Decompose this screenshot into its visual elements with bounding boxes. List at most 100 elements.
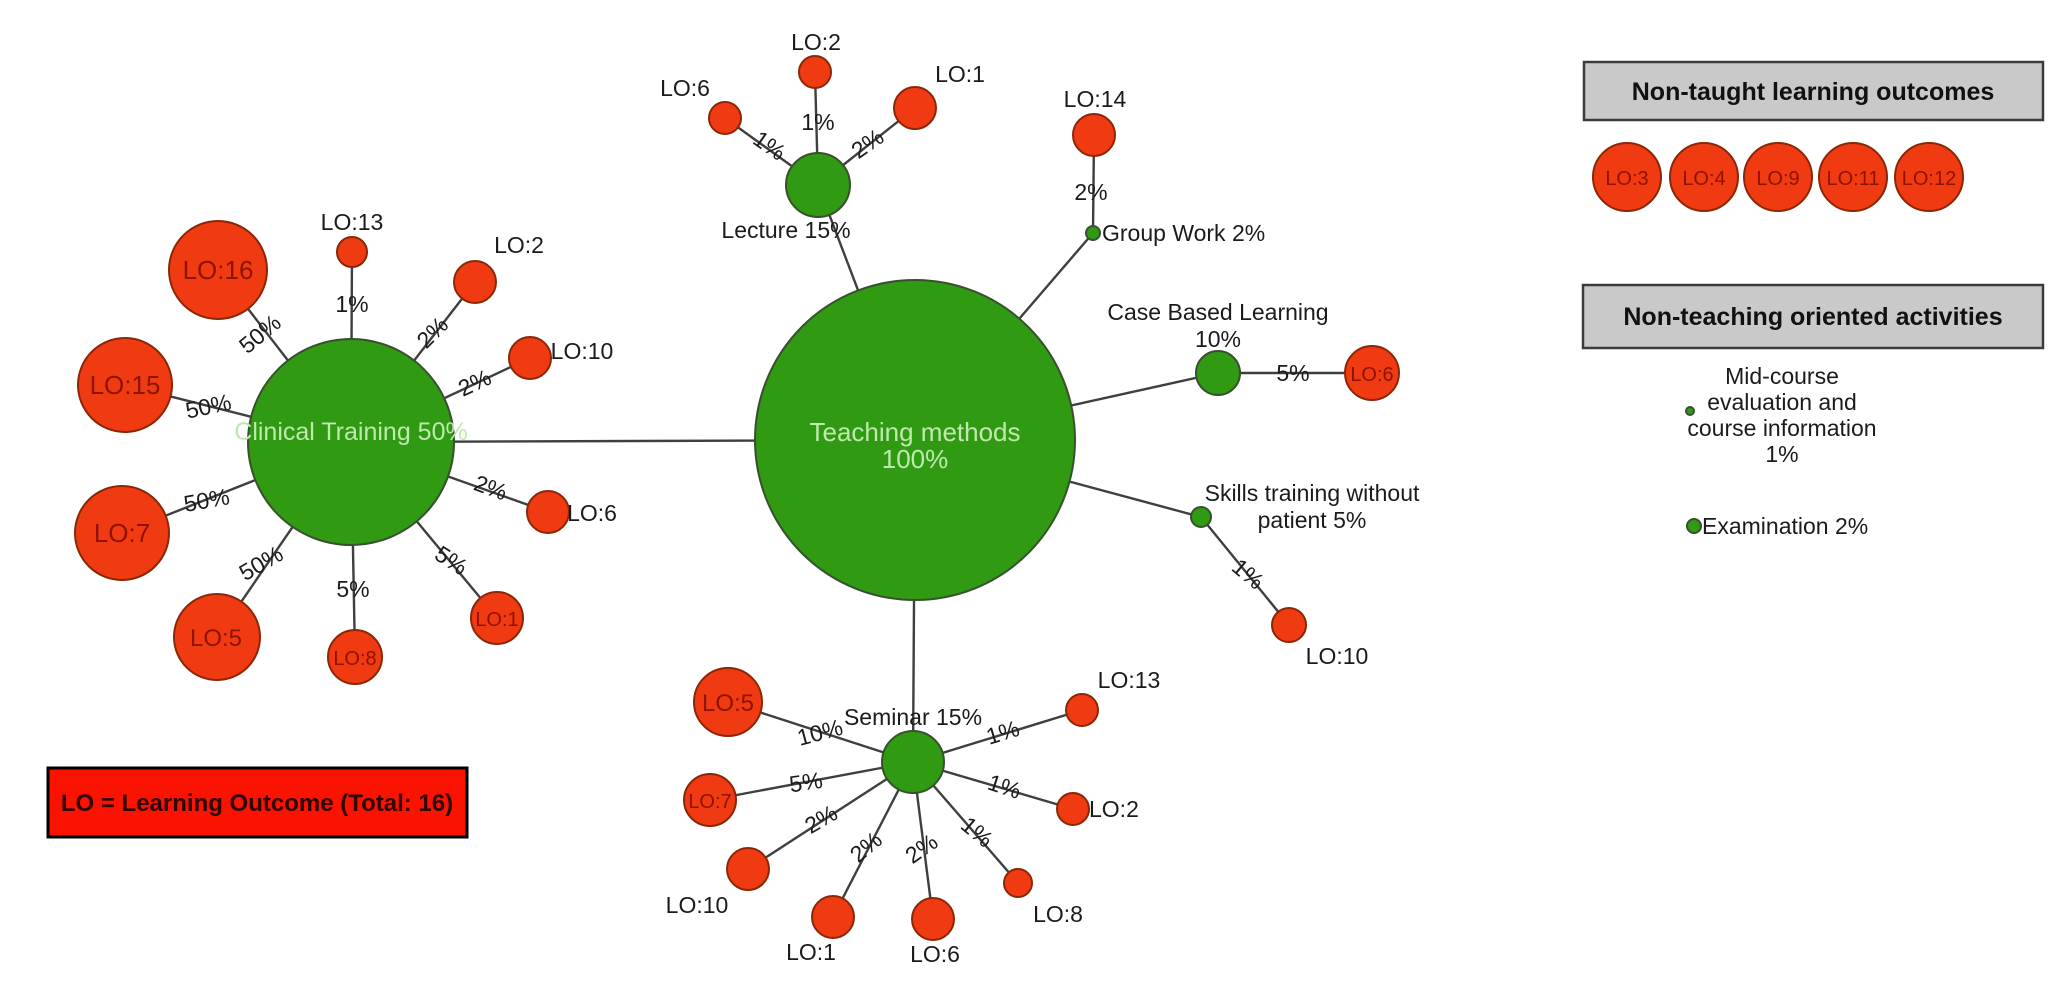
- clinical-lo6-label: LO:6: [567, 500, 617, 526]
- connector-seminar-lo10: [747, 760, 914, 871]
- seminar-lo5-label: LO:5: [702, 690, 754, 717]
- legend-box: [46, 766, 469, 839]
- lecture-lo6-circle: [708, 101, 742, 135]
- clinical-lo13-label: LO:13: [321, 209, 384, 235]
- lecture-lo2-label: LO:2: [791, 29, 841, 55]
- clinical-lo13-circle: [336, 236, 368, 268]
- seminar-lo2-label: LO:2: [1089, 796, 1139, 822]
- clinical-lo10-circle: [508, 336, 552, 380]
- seminar-label: Seminar 15%: [844, 704, 982, 730]
- pct-clinical-lo16: 50%: [234, 309, 286, 359]
- pct-clinical-lo6: 2%: [471, 470, 511, 506]
- pct-clinical-lo15: 50%: [183, 389, 233, 424]
- nontaught-lo3-circle: [1592, 142, 1662, 212]
- seminar-lo8-label: LO:8: [1033, 901, 1083, 927]
- non-taught-header-box: [1582, 60, 2045, 122]
- pct-seminar-lo13: 1%: [983, 715, 1022, 750]
- case-based-circle: [1195, 350, 1241, 396]
- pct-casebased-lo6: 5%: [1276, 360, 1309, 386]
- non-taught-title: Non-taught learning outcomes: [1632, 78, 1995, 106]
- clinical-lo15-circle: [77, 337, 173, 433]
- node-labels: Teaching methods 100% Clinical Training …: [90, 29, 1420, 967]
- clinical-training-circle: [247, 338, 455, 546]
- seminar-lo2-circle: [1056, 792, 1090, 826]
- pct-lecture-lo2: 1%: [801, 109, 834, 135]
- lecture-lo1-circle: [893, 86, 937, 130]
- nontaught-lo11-circle: [1818, 142, 1888, 212]
- case-based-label-line2: 10%: [1195, 326, 1241, 352]
- non-teaching-title: Non-teaching oriented activities: [1623, 303, 2002, 331]
- midcourse-label-line3: course information: [1687, 415, 1876, 441]
- clinical-lo16-label: LO:16: [183, 255, 254, 285]
- nontaught-lo9-circle: [1743, 142, 1813, 212]
- pct-clinical-lo7: 50%: [182, 483, 232, 517]
- midcourse-dot: [1685, 406, 1695, 416]
- seminar-lo6-label: LO:6: [910, 941, 960, 967]
- seminar-lo1-circle: [811, 895, 855, 939]
- teaching-methods-label-line1: Teaching methods: [809, 417, 1020, 447]
- seminar-lo5-circle: [693, 667, 763, 737]
- seminar-lo10-label: LO:10: [666, 892, 729, 918]
- clinical-lo7-circle: [74, 485, 170, 581]
- pct-seminar-lo5: 10%: [794, 714, 845, 751]
- clinical-lo1-label: LO:1: [475, 609, 518, 631]
- clinical-lo2-label: LO:2: [494, 232, 544, 258]
- case-based-label-line1: Case Based Learning: [1107, 299, 1328, 325]
- legend-label: LO = Learning Outcome (Total: 16): [61, 790, 453, 817]
- nontaught-lo3-label: LO:3: [1605, 168, 1648, 190]
- lecture-lo2-circle: [798, 55, 832, 89]
- non-teaching-panel: Non-teaching oriented activities Mid-cou…: [1581, 283, 2045, 539]
- legend: LO = Learning Outcome (Total: 16): [46, 766, 469, 839]
- lecture-label: Lecture 15%: [721, 217, 850, 243]
- nontaught-lo12-label: LO:12: [1902, 168, 1956, 190]
- lecture-lo6-label: LO:6: [660, 75, 710, 101]
- seminar-lo13-circle: [1065, 693, 1099, 727]
- clinical-lo7-label: LO:7: [94, 518, 150, 548]
- seminar-lo10-circle: [726, 847, 770, 891]
- nontaught-lo11-label: LO:11: [1827, 168, 1880, 190]
- casebased-lo6-label: LO:6: [1350, 364, 1393, 386]
- nodes: [74, 55, 1964, 941]
- skills-lo10-label: LO:10: [1306, 643, 1369, 669]
- seminar-lo1-label: LO:1: [786, 939, 836, 965]
- clinical-lo15-label: LO:15: [90, 370, 161, 400]
- nontaught-lo4-circle: [1669, 142, 1739, 212]
- clinical-lo8-circle: [327, 629, 383, 685]
- pct-seminar-lo7: 5%: [788, 767, 825, 797]
- connector-seminar-lo7: [709, 760, 914, 802]
- pct-seminar-lo10: 2%: [800, 800, 842, 839]
- examination-label: Examination 2%: [1702, 513, 1868, 539]
- clinical-lo6-circle: [526, 490, 570, 534]
- skills-dot: [1190, 506, 1212, 528]
- clinical-lo5-label: LO:5: [190, 625, 242, 652]
- nontaught-lo4-label: LO:4: [1682, 168, 1725, 190]
- seminar-lo8-circle: [1003, 868, 1033, 898]
- clinical-lo10-label: LO:10: [551, 338, 614, 364]
- pct-seminar-lo2: 1%: [985, 769, 1025, 804]
- pct-groupwork-lo14: 2%: [1074, 179, 1107, 205]
- seminar-circle: [881, 730, 945, 794]
- teaching-methods-label-line2: 100%: [882, 444, 949, 474]
- skills-label-line2: patient 5%: [1258, 507, 1367, 533]
- examination-dot: [1686, 518, 1702, 534]
- clinical-lo16-circle: [168, 220, 268, 320]
- teaching-methods-circle: [754, 279, 1076, 601]
- midcourse-label-line2: evaluation and: [1707, 389, 1857, 415]
- clinical-lo5-circle: [173, 593, 261, 681]
- non-taught-panel: Non-taught learning outcomes LO:3 LO:4 L…: [1582, 60, 2045, 190]
- group-work-label: Group Work 2%: [1102, 220, 1265, 246]
- seminar-lo13-label: LO:13: [1098, 667, 1161, 693]
- midcourse-label-line1: Mid-course: [1725, 363, 1839, 389]
- non-teaching-header-box: [1581, 283, 2045, 350]
- lecture-lo1-label: LO:1: [935, 61, 985, 87]
- clinical-lo1-circle: [470, 591, 524, 645]
- groupwork-lo14-circle: [1072, 113, 1116, 157]
- lecture-circle: [785, 152, 851, 218]
- clinical-lo8-label: LO:8: [333, 648, 376, 670]
- skills-label-line1: Skills training without: [1205, 480, 1420, 506]
- groupwork-lo14-label: LO:14: [1064, 86, 1127, 112]
- skills-lo10-circle: [1271, 607, 1307, 643]
- connector-skills-lo10: [1200, 516, 1290, 626]
- pct-clinical-lo8: 5%: [336, 576, 369, 602]
